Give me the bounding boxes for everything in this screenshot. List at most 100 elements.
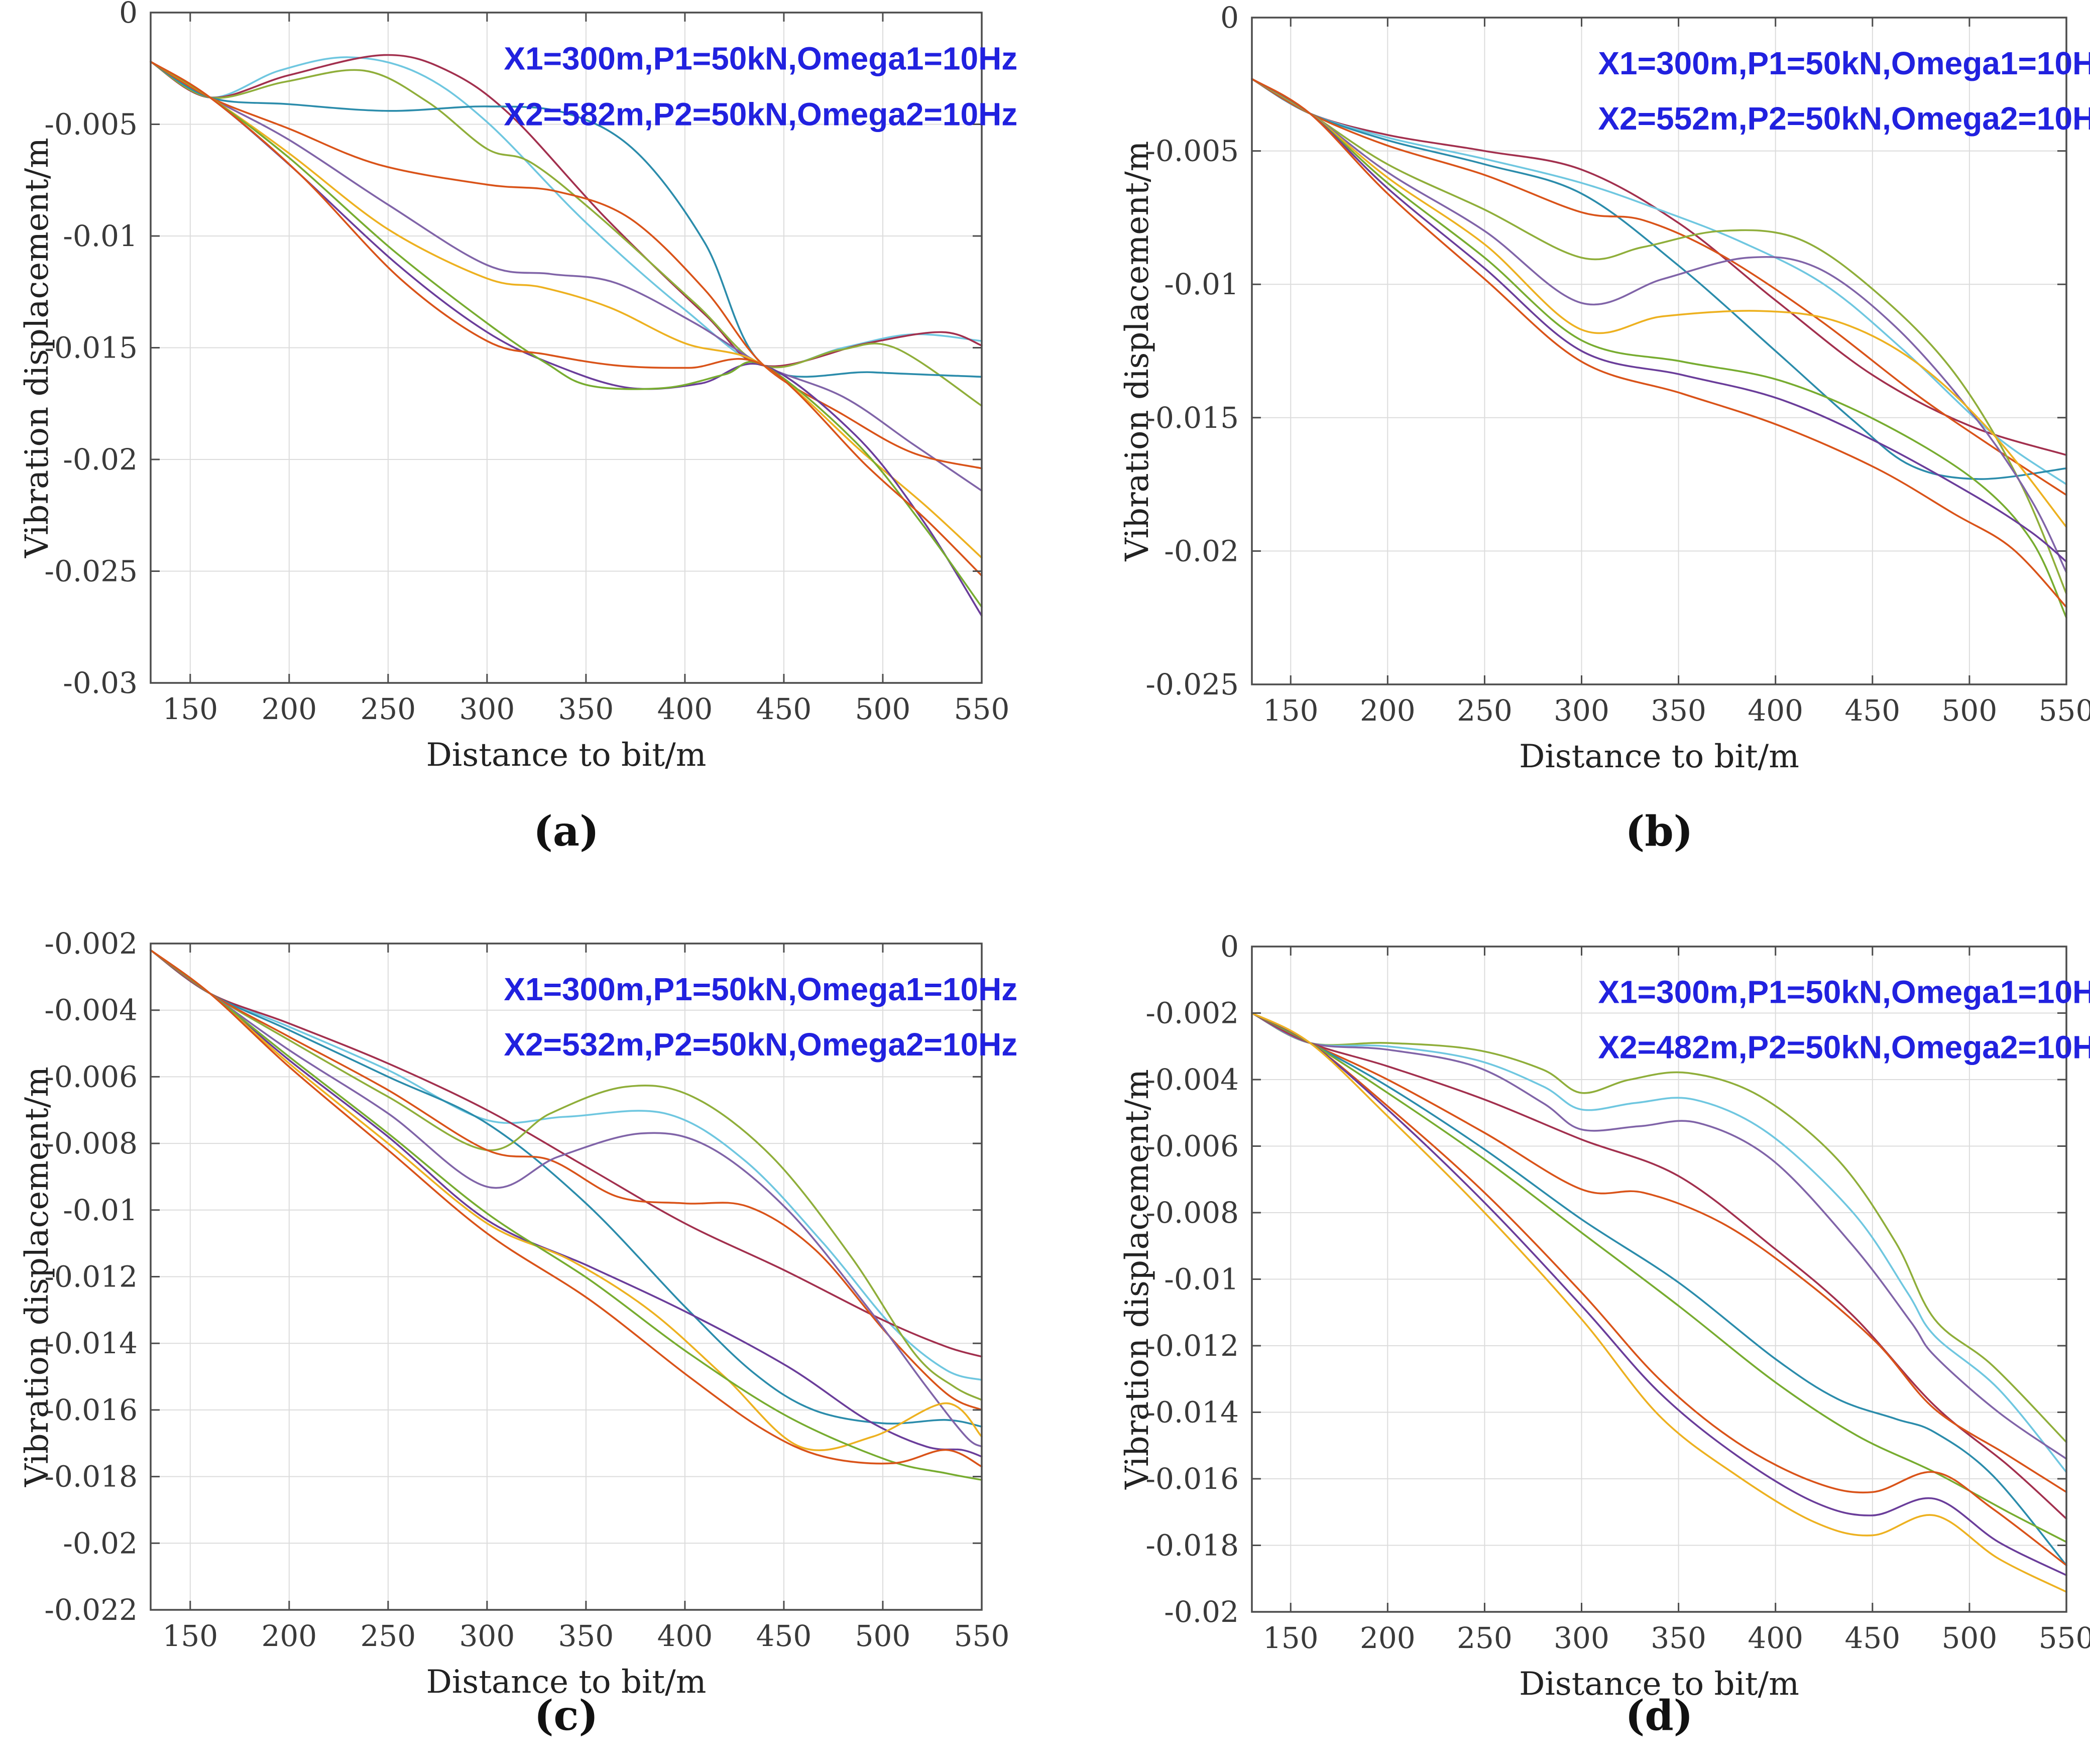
- y-axis-label: Vibration displacement/m: [19, 1067, 56, 1487]
- x-tick-labels: 150 200 250 300 350 400 450 500 550: [162, 692, 1009, 726]
- y-tick-label: -0.025: [44, 554, 138, 589]
- x-tick-label: 300: [1554, 1621, 1609, 1655]
- x-tick-labels: 150 200 250 300 350 400 450 500 550: [162, 1619, 1009, 1653]
- y-tick-label: -0.012: [44, 1260, 138, 1294]
- y-tick-labels: 0 -0.005 -0.01 -0.015 -0.02 -0.025: [1145, 1, 1239, 701]
- series-line-10: [1251, 78, 2067, 608]
- series-line-8: [1251, 1012, 2067, 1567]
- y-tick-labels: 0 -0.002 -0.004 -0.006 -0.008 -0.01 -0.012 -0.0…: [1145, 929, 1239, 1629]
- annotation-line-2: X2=482m,P2=50kN,Omega2=10Hz: [1598, 1029, 2090, 1066]
- panel-caption-c: (c): [534, 1692, 599, 1740]
- x-tick-label: 550: [2039, 693, 2090, 728]
- x-tick-label: 400: [1748, 693, 1803, 728]
- series-line-9: [1251, 78, 2067, 563]
- tick-marks: [151, 943, 983, 1611]
- x-tick-label: 350: [1651, 1621, 1706, 1655]
- series-line-7: [1251, 1012, 2067, 1543]
- y-tick-label: -0.01: [63, 1193, 138, 1227]
- x-tick-label: 400: [1748, 1621, 1803, 1655]
- tick-marks: [151, 12, 983, 684]
- x-tick-label: 350: [558, 692, 614, 726]
- series-line-7: [1251, 78, 2067, 528]
- chart-panel-d: 150 200 250 300 350 400 450 500 550 0 -0.002 -0.004…: [1045, 882, 2090, 1764]
- x-tick-label: 450: [1844, 693, 1900, 728]
- y-axis-label: Vibration displacement/m: [19, 138, 56, 558]
- series-line-2: [150, 949, 983, 1358]
- x-tick-label: 150: [162, 1619, 218, 1653]
- x-tick-label: 550: [954, 692, 1010, 726]
- x-tick-label: 200: [1360, 693, 1416, 728]
- x-tick-label: 450: [756, 1619, 812, 1653]
- y-tick-label: -0.025: [1145, 667, 1239, 701]
- x-tick-labels: 150 200 250 300 350 400 450 500 550: [1263, 1621, 2090, 1655]
- panel-caption-b: (b): [1625, 807, 1693, 856]
- y-tick-label: -0.01: [63, 219, 138, 253]
- series-line-6: [150, 61, 983, 469]
- plot-background: [0, 0, 1045, 882]
- y-tick-label: -0.005: [1145, 134, 1239, 168]
- panel-caption-a: (a): [533, 807, 599, 856]
- y-tick-label: -0.008: [1145, 1196, 1239, 1230]
- x-tick-label: 500: [1942, 1621, 1998, 1655]
- x-tick-label: 300: [459, 1619, 515, 1653]
- y-tick-label: -0.015: [44, 331, 138, 365]
- chart-panel-b: 150 200 250 300 350 400 450 500 550 0 -0.005 -0.01 -…: [1045, 0, 2090, 882]
- x-tick-label: 250: [360, 692, 416, 726]
- data-series: [1251, 78, 2067, 619]
- annotation-line-2: X2=532m,P2=50kN,Omega2=10Hz: [504, 1026, 1017, 1063]
- y-tick-label: -0.004: [1145, 1063, 1239, 1097]
- series-line-10: [150, 949, 983, 1468]
- axes-box: [1251, 17, 2067, 685]
- x-tick-label: 450: [756, 692, 812, 726]
- x-axis-label: Distance to bit/m: [426, 737, 707, 774]
- series-line-5: [150, 61, 983, 492]
- y-tick-label: -0.005: [44, 107, 138, 142]
- series-line-8: [1251, 78, 2067, 619]
- y-tick-labels: -0.002 -0.004 -0.006 -0.008 -0.01 -0.012 -0.01…: [44, 926, 138, 1627]
- chart-panel-a: 150 200 250 300 350 400 450 500 550 0 -0.005 -0.01 -…: [0, 0, 1045, 882]
- x-tick-label: 200: [261, 1619, 317, 1653]
- y-tick-label: 0: [119, 0, 138, 30]
- y-axis-label: Vibration displacement/m: [1119, 1069, 1156, 1490]
- annotation-line-1: X1=300m,P1=50kN,Omega1=10Hz: [1598, 974, 2090, 1010]
- y-axis-label: Vibration displacement/m: [1119, 141, 1156, 562]
- x-tick-label: 300: [1554, 693, 1609, 728]
- series-line-6: [1251, 78, 2067, 573]
- series-line-10: [1251, 1012, 2067, 1593]
- x-tick-label: 350: [558, 1619, 614, 1653]
- x-tick-label: 500: [1942, 693, 1998, 728]
- y-tick-label: -0.002: [1145, 996, 1239, 1030]
- y-tick-label: -0.016: [1145, 1462, 1239, 1496]
- series-line-4: [1251, 78, 2067, 496]
- y-tick-label: -0.014: [44, 1326, 138, 1360]
- y-tick-label: -0.02: [1164, 1595, 1239, 1629]
- series-line-7: [150, 61, 983, 559]
- x-tick-label: 350: [1651, 693, 1706, 728]
- y-tick-label: -0.02: [1164, 534, 1239, 568]
- y-tick-label: -0.002: [44, 926, 138, 961]
- x-tick-label: 150: [162, 692, 218, 726]
- x-tick-label: 250: [1457, 1621, 1513, 1655]
- x-tick-label: 400: [657, 1619, 713, 1653]
- y-tick-label: -0.015: [1145, 401, 1239, 435]
- series-line-9: [150, 949, 983, 1481]
- annotation-line-1: X1=300m,P1=50kN,Omega1=10Hz: [504, 40, 1017, 76]
- x-tick-label: 150: [1263, 693, 1319, 728]
- data-series: [1251, 1012, 2067, 1593]
- y-tick-label: -0.022: [44, 1593, 138, 1627]
- series-line-2: [1251, 78, 2067, 486]
- y-tick-label: -0.018: [44, 1460, 138, 1494]
- x-tick-label: 550: [954, 1619, 1010, 1653]
- x-tick-label: 500: [855, 1619, 911, 1653]
- series-line-8: [150, 949, 983, 1451]
- x-tick-label: 550: [2039, 1621, 2090, 1655]
- y-tick-label: -0.018: [1145, 1528, 1239, 1563]
- x-tick-label: 500: [855, 692, 911, 726]
- series-line-4: [150, 949, 983, 1401]
- x-tick-labels: 150 200 250 300 350 400 450 500 550: [1263, 693, 2090, 728]
- x-tick-label: 200: [261, 692, 317, 726]
- parameter-annotation: X1=300m,P1=50kN,Omega1=10Hz X2=552m,P2=50…: [1598, 45, 2090, 137]
- y-tick-label: -0.016: [44, 1393, 138, 1427]
- y-tick-label: -0.006: [44, 1060, 138, 1094]
